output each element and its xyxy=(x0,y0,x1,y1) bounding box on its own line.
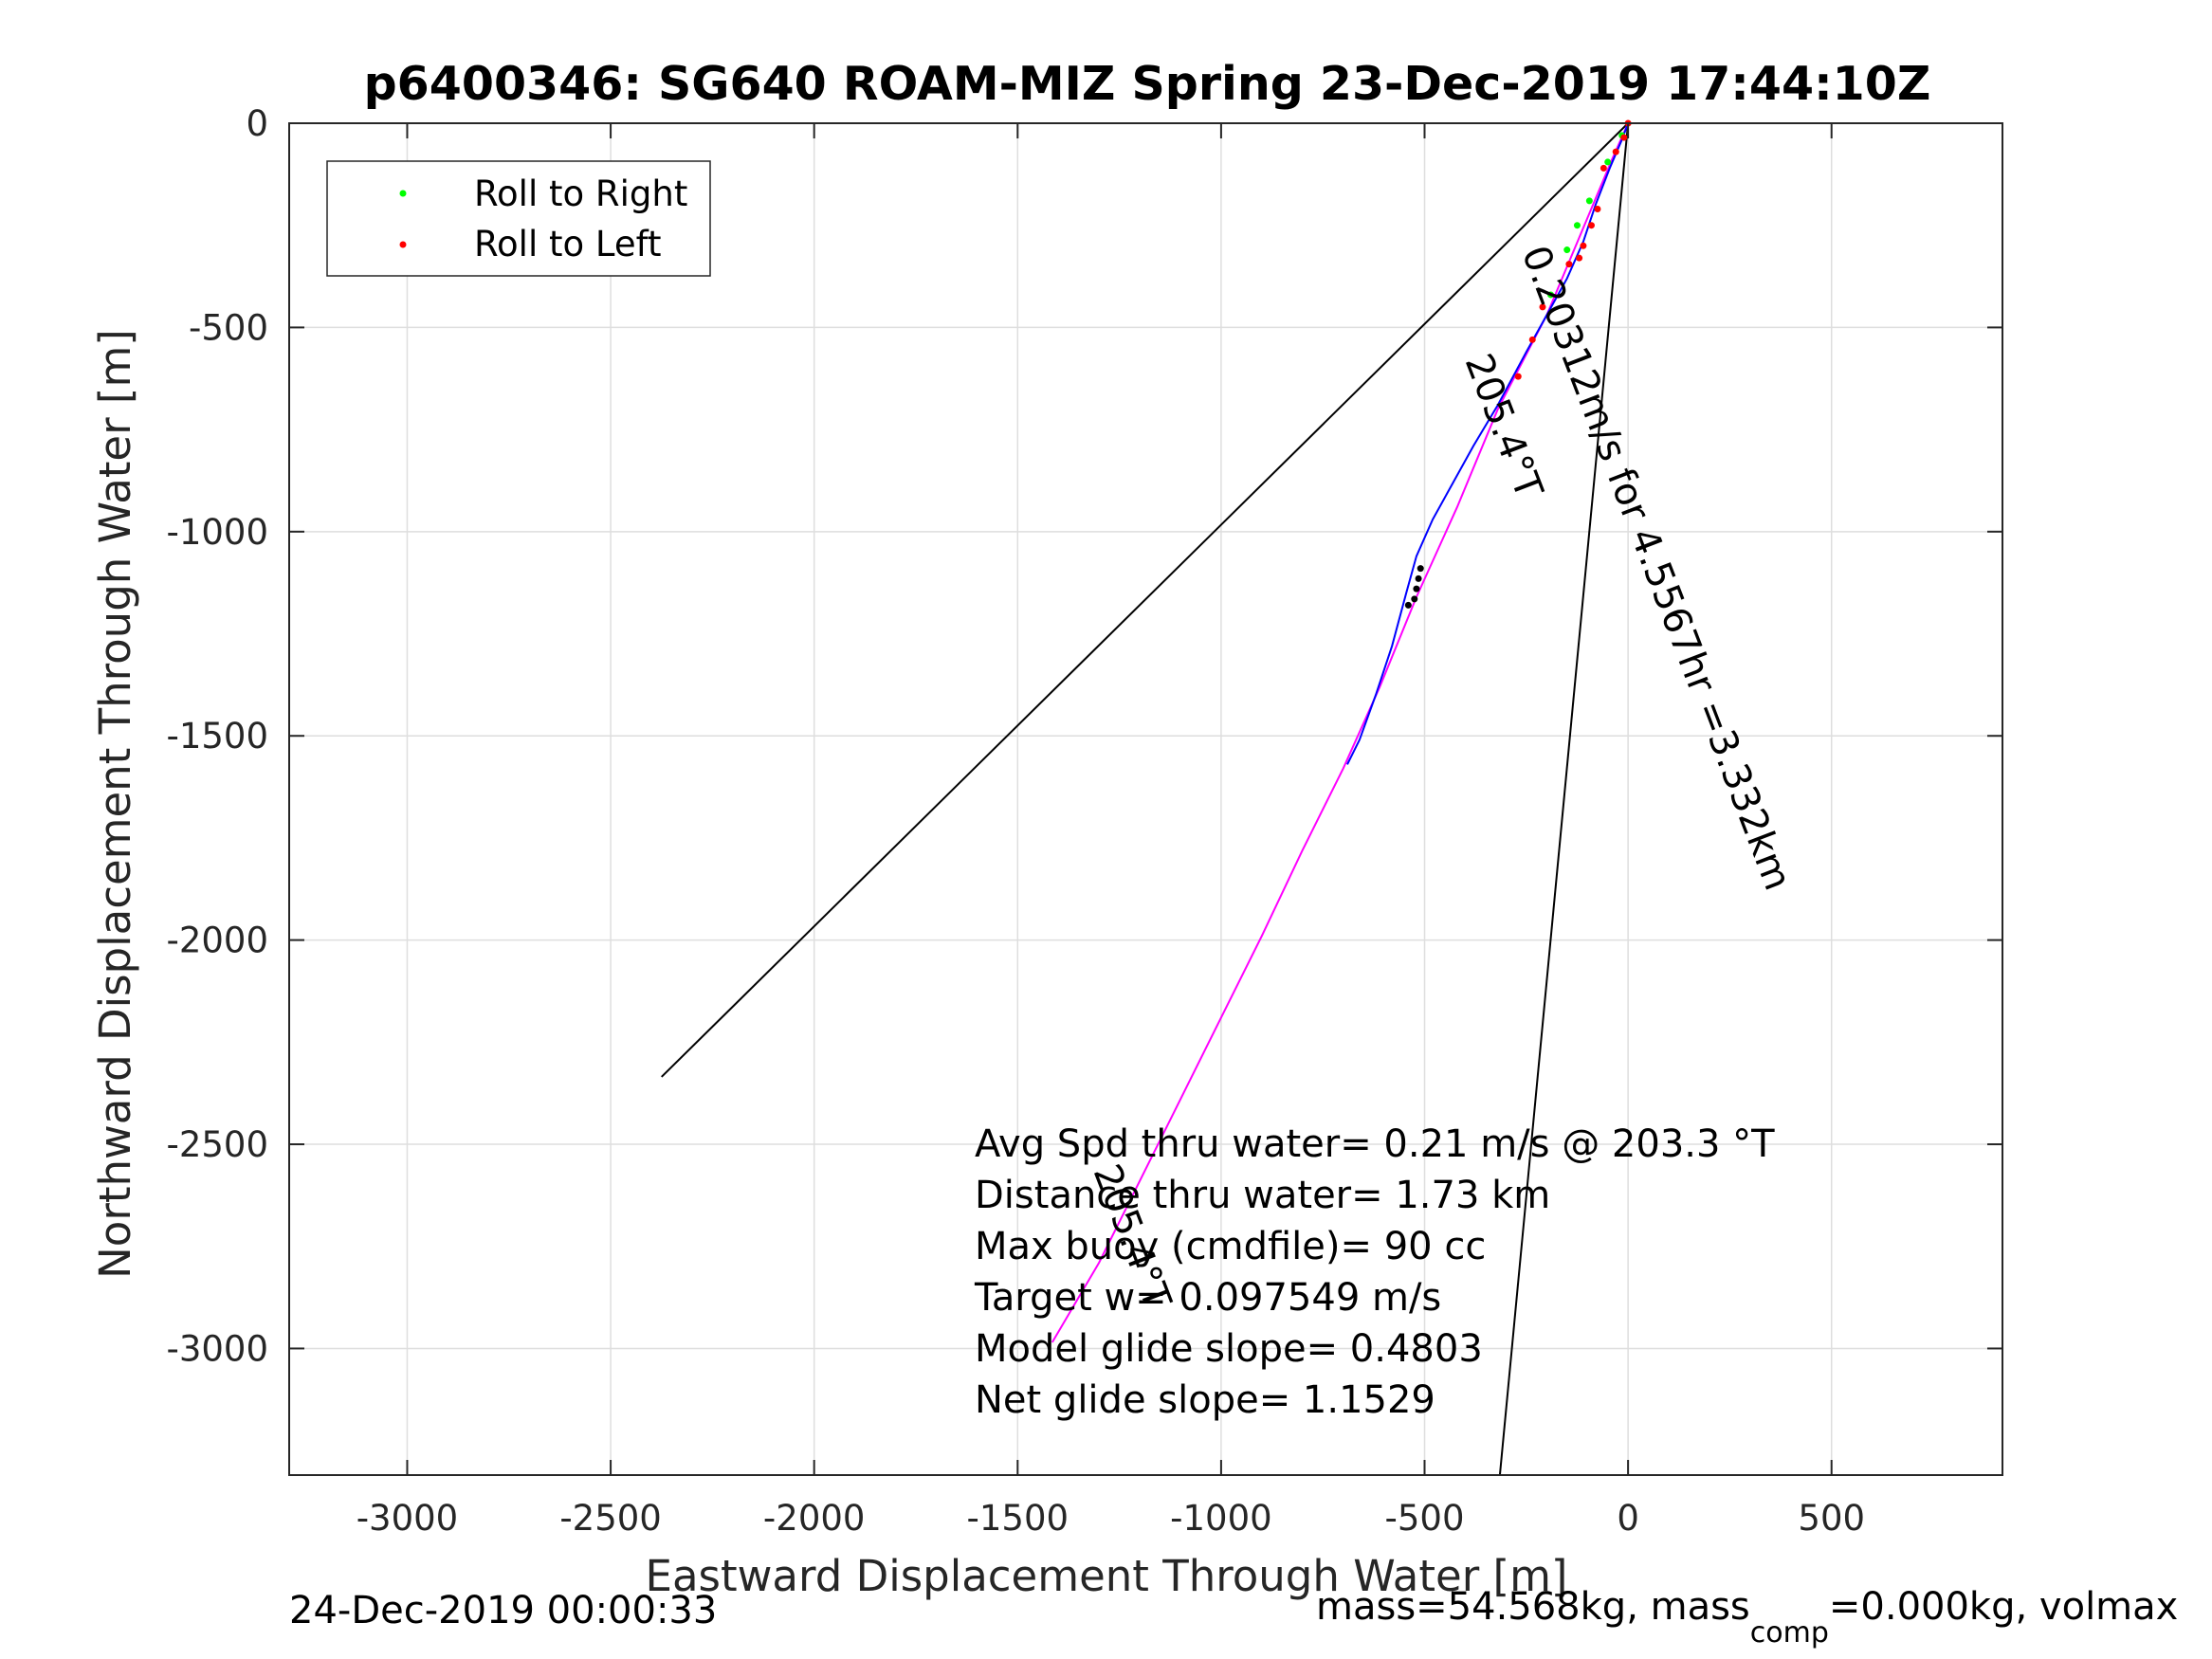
line-label-middle: 0.20312m/s for 4.5567hr =3.332km xyxy=(1513,240,1800,896)
roll-left-point xyxy=(1620,134,1628,141)
y-tick-label: -2500 xyxy=(166,1124,268,1165)
series-line-0 xyxy=(1051,122,1630,1343)
y-tick-label: -500 xyxy=(189,307,268,348)
line-label-heading-upper: 205.4°T xyxy=(1456,348,1551,504)
x-tick-label: -1500 xyxy=(967,1498,1069,1539)
annotation-model-glide-slope: Model glide slope= 0.4803 xyxy=(975,1327,1483,1371)
x-tick-label: -500 xyxy=(1385,1498,1465,1539)
reference-line-0 xyxy=(661,122,1629,1078)
line-label-speed: 0.20312m/s for 4.5567hr =3.332km xyxy=(1513,240,1800,896)
footer-mass-prefix: mass=54.568kg, mass xyxy=(1316,1585,1750,1629)
roll-left-point xyxy=(1600,164,1607,172)
chart-title: p6400346: SG640 ROAM-MIZ Spring 23-Dec-2… xyxy=(364,57,1931,111)
roll-right-point xyxy=(1573,222,1581,229)
roll-left-point xyxy=(1580,242,1587,249)
legend: Roll to Right Roll to Left xyxy=(326,160,711,277)
roll-right-point xyxy=(1563,246,1571,254)
line-label-upper: 205.4°T xyxy=(1456,348,1551,504)
y-axis-title: Northward Displacement Through Water [m] xyxy=(90,329,140,1279)
y-tick-label: -1500 xyxy=(166,716,268,757)
roll-left-point xyxy=(1539,303,1546,311)
roll-points xyxy=(1404,119,1632,609)
x-tick-label: -2000 xyxy=(763,1498,866,1539)
roll-left-point xyxy=(1594,205,1601,212)
roll-left-point xyxy=(1612,148,1619,155)
annotation-net-glide-slope: Net glide slope= 1.1529 xyxy=(975,1378,1435,1422)
footer-mass-info: mass=54.568kg, masscomp=0.000kg, volmax xyxy=(1316,1585,2178,1650)
x-tick-label: -1000 xyxy=(1170,1498,1272,1539)
roll-left-point xyxy=(1514,373,1522,380)
x-tick-label: 0 xyxy=(1617,1498,1639,1539)
footer-timestamp: 24-Dec-2019 00:00:33 xyxy=(289,1589,717,1632)
x-tick-label: -3000 xyxy=(356,1498,459,1539)
footer-mass-suffix: =0.000kg, volmax xyxy=(1829,1585,2178,1629)
annotation-target-w: Target w= 0.097549 m/s xyxy=(974,1276,1441,1320)
y-tick-label: -1000 xyxy=(166,512,268,553)
footer-mass-subscript: comp xyxy=(1750,1616,1829,1650)
track-point xyxy=(1417,565,1424,573)
legend-marker-roll-left xyxy=(399,241,407,248)
stats-annotations: Avg Spd thru water= 0.21 m/s @ 203.3 °T … xyxy=(974,1122,1775,1422)
series-line-1 xyxy=(1346,122,1630,765)
x-tick-label: 500 xyxy=(1798,1498,1865,1539)
y-tick-label: -2000 xyxy=(166,921,268,961)
roll-right-point xyxy=(1547,291,1555,299)
track-point xyxy=(1415,574,1422,582)
annotation-max-buoy: Max buoy (cmdfile)= 90 cc xyxy=(975,1225,1486,1268)
plot-frame xyxy=(288,122,2003,1476)
reference-lines xyxy=(661,122,1630,1476)
legend-box xyxy=(326,160,711,277)
axis-ticks: -3000 -2500 -2000 -1500 -1000 -500 0 500 0 -500 -1… xyxy=(166,103,2002,1539)
legend-label-roll-left: Roll to Left xyxy=(474,224,662,264)
track-series xyxy=(1051,122,1630,1343)
annotation-distance: Distance thru water= 1.73 km xyxy=(975,1174,1550,1217)
annotation-avg-speed: Avg Spd thru water= 0.21 m/s @ 203.3 °T xyxy=(975,1122,1775,1166)
x-axis-title: Eastward Displacement Through Water [m] xyxy=(646,1551,1568,1601)
grid-lines xyxy=(289,122,2002,1475)
roll-right-point xyxy=(1604,158,1612,166)
track-point xyxy=(1411,595,1418,603)
track-point xyxy=(1413,585,1420,592)
roll-left-point xyxy=(1528,336,1536,343)
x-tick-label: -2500 xyxy=(559,1498,662,1539)
y-tick-label: -3000 xyxy=(166,1328,268,1369)
y-tick-label: 0 xyxy=(246,103,268,144)
roll-left-point xyxy=(1576,254,1583,262)
roll-left-point xyxy=(1587,222,1595,229)
legend-label-roll-right: Roll to Right xyxy=(474,173,687,214)
roll-right-point xyxy=(1585,197,1593,205)
legend-marker-roll-right xyxy=(399,190,407,197)
track-point xyxy=(1404,601,1412,609)
reference-line-1 xyxy=(1498,122,1630,1476)
roll-left-point xyxy=(1565,261,1573,268)
